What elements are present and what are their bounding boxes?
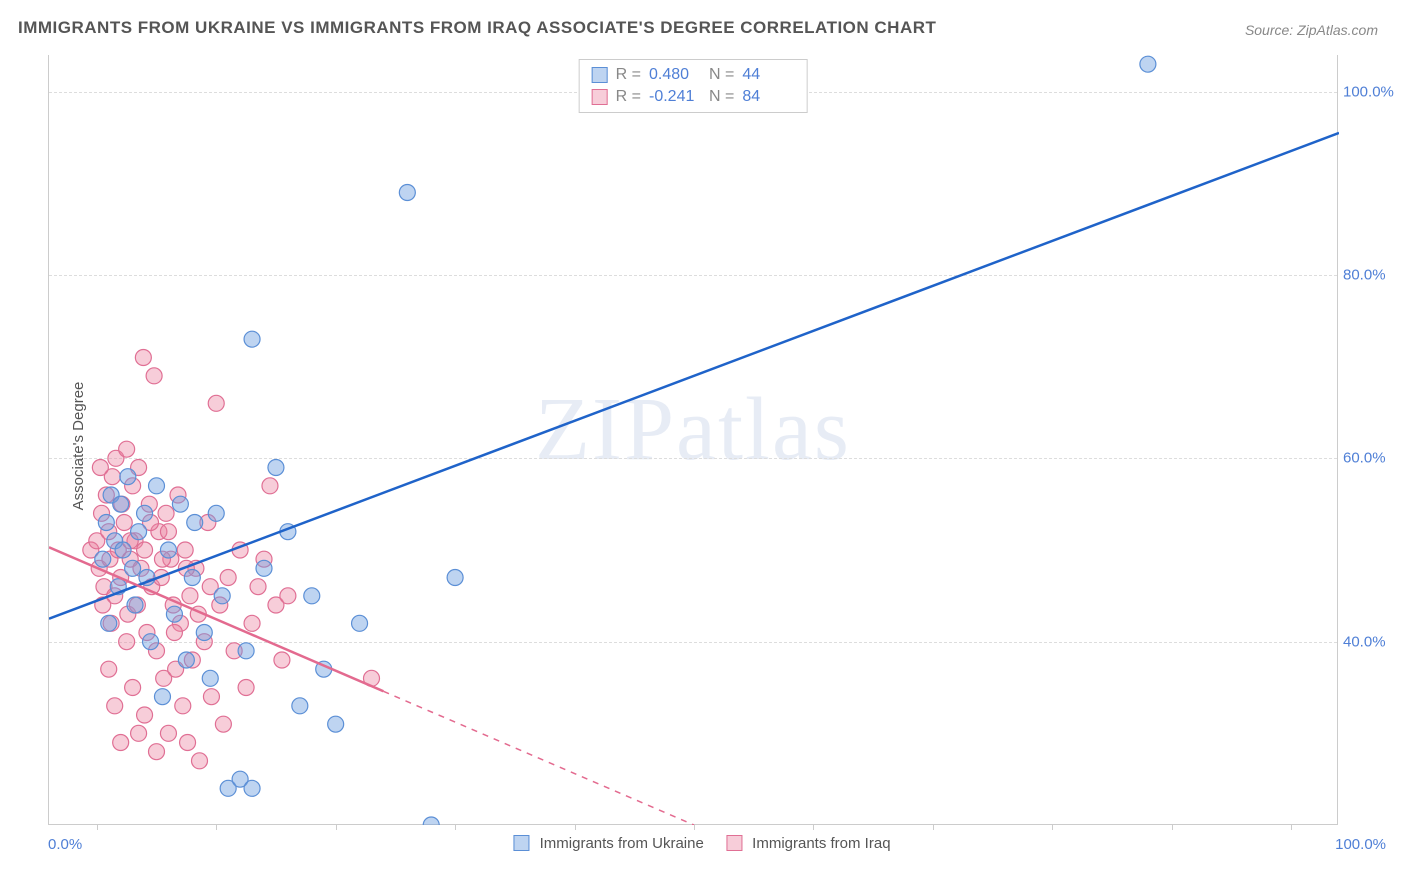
x-axis-tick-100: 100.0%	[1335, 836, 1386, 853]
x-axis-tick-0: 0.0%	[48, 836, 82, 853]
trend-pink-dashed	[383, 691, 694, 825]
legend-stats-row: R = 0.480 N = 44	[592, 64, 795, 86]
legend-swatch-blue	[513, 835, 529, 851]
trend-blue-solid	[49, 133, 1339, 619]
legend-swatch-pink	[726, 835, 742, 851]
trend-lines	[49, 55, 1339, 825]
r-value: -0.241	[649, 86, 701, 108]
legend-swatch-blue	[592, 67, 608, 83]
n-label: N =	[709, 86, 734, 108]
n-label: N =	[709, 64, 734, 86]
legend-series: Immigrants from Ukraine Immigrants from …	[495, 835, 890, 852]
trend-pink-solid	[49, 547, 383, 691]
legend-stats: R = 0.480 N = 44 R = -0.241 N = 84	[579, 59, 808, 113]
legend-swatch-pink	[592, 89, 608, 105]
n-value: 44	[742, 64, 794, 86]
y-axis-tick-label: 60.0%	[1343, 450, 1401, 467]
chart-title: IMMIGRANTS FROM UKRAINE VS IMMIGRANTS FR…	[18, 18, 936, 38]
y-axis-tick-label: 80.0%	[1343, 267, 1401, 284]
n-value: 84	[742, 86, 794, 108]
legend-label: Immigrants from Ukraine	[540, 835, 704, 852]
plot-area: ZIPatlas R = 0.480 N = 44 R = -0.241 N =…	[48, 55, 1338, 825]
legend-stats-row: R = -0.241 N = 84	[592, 86, 795, 108]
y-axis-tick-label: 40.0%	[1343, 633, 1401, 650]
source-attribution: Source: ZipAtlas.com	[1245, 22, 1378, 38]
y-axis-tick-label: 100.0%	[1343, 83, 1401, 100]
r-value: 0.480	[649, 64, 701, 86]
r-label: R =	[616, 86, 641, 108]
legend-label: Immigrants from Iraq	[752, 835, 890, 852]
r-label: R =	[616, 64, 641, 86]
